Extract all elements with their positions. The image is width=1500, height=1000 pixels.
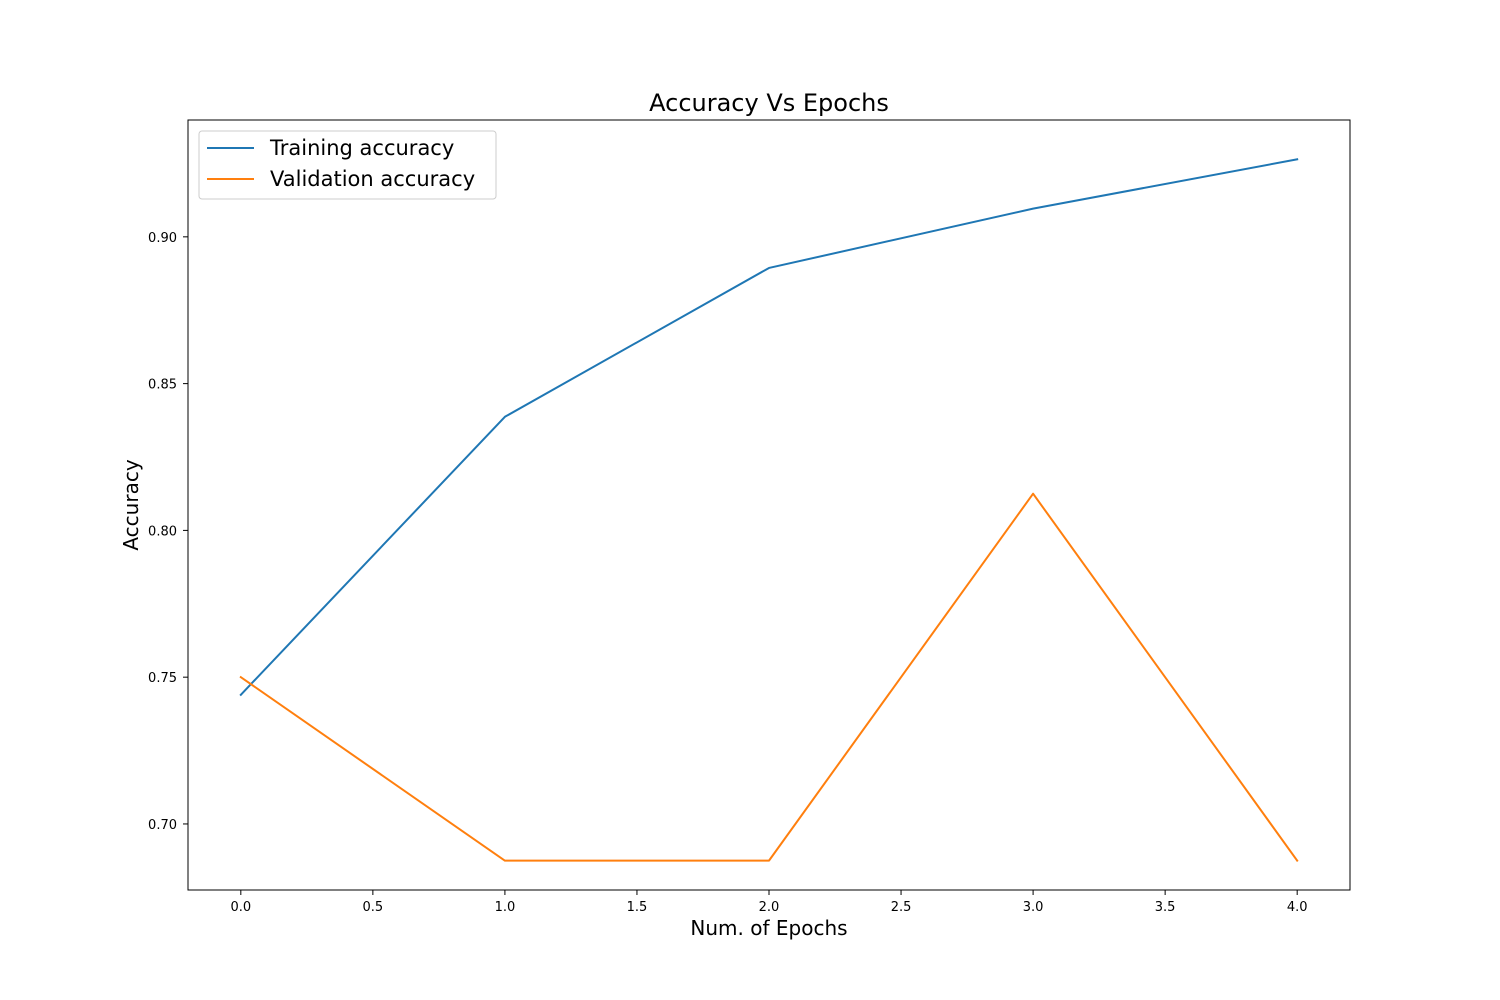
series-layer <box>239 158 1299 863</box>
y-tick-label: 0.70 <box>148 818 177 833</box>
x-tick-label: 4.0 <box>1287 900 1308 915</box>
y-axis-label: Accuracy <box>119 459 143 550</box>
x-tick-label: 2.0 <box>759 900 780 915</box>
y-tick-label: 0.80 <box>148 524 177 539</box>
legend-label-1: Training accuracy <box>269 136 454 160</box>
x-tick-label: 1.0 <box>495 900 516 915</box>
y-tick-label: 0.75 <box>148 671 177 686</box>
x-tick-label: 3.5 <box>1155 900 1176 915</box>
x-axis-label: Num. of Epochs <box>690 916 847 940</box>
x-tick-label: 0.5 <box>363 900 384 915</box>
legend: Training accuracy Validation accuracy <box>198 130 497 200</box>
x-tick-label: 0.0 <box>230 900 251 915</box>
legend-label-2: Validation accuracy <box>270 167 475 191</box>
y-tick-label: 0.90 <box>148 231 177 246</box>
chart-title: Accuracy Vs Epochs <box>649 89 889 117</box>
legend-box <box>198 130 497 200</box>
y-tick-label: 0.85 <box>148 378 177 393</box>
x-tick-label: 1.5 <box>627 900 648 915</box>
x-tick-label: 2.5 <box>891 900 912 915</box>
x-tick-label: 3.0 <box>1023 900 1044 915</box>
x-axis-ticks: 0.0 0.5 1.0 1.5 2.0 2.5 3.0 3.5 4.0 <box>230 890 1308 915</box>
y-axis-ticks: 0.70 0.75 0.80 0.85 0.90 <box>148 231 188 833</box>
